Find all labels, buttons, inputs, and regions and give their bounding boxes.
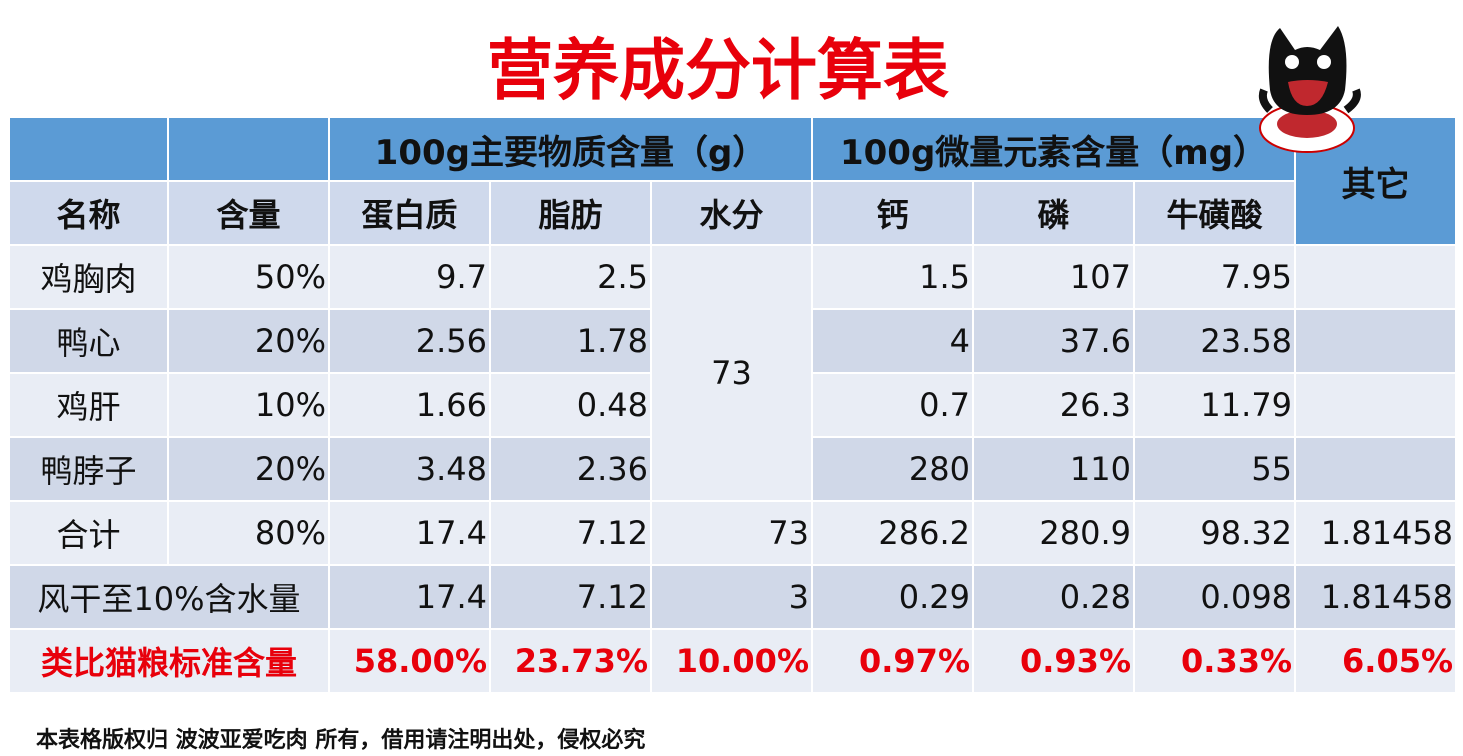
group-header: 100g微量元素含量（mg）	[810, 116, 1297, 182]
row: 风干至10%含水量 17.4 7.12 3 0.29 0.28 0.098 1.81458	[8, 564, 1458, 630]
cell: 55	[1132, 436, 1297, 502]
cell: 280.9	[972, 500, 1135, 566]
cell: 17.4	[328, 500, 491, 566]
cell: 0.48	[489, 372, 652, 438]
cell: 含量	[167, 180, 330, 246]
cell: 牛磺酸	[1132, 180, 1297, 246]
cell: 0.29	[811, 564, 974, 630]
row: 鸡胸肉 50% 9.7 2.5 73 1.5 107 7.95	[8, 244, 1458, 502]
cell: 0.7	[811, 372, 974, 438]
cell	[167, 116, 330, 182]
cell: 2.36	[489, 436, 652, 502]
cell: 50%	[167, 244, 330, 310]
cell: 73	[650, 244, 813, 502]
cell: 2.5	[489, 244, 652, 310]
row: 合计 80% 17.4 7.12 73 286.2 280.9 98.32 1.81458	[8, 500, 1458, 566]
cell	[1294, 308, 1458, 374]
cell: 名称	[8, 180, 169, 246]
cell: 73	[650, 500, 813, 566]
cell: 3.48	[328, 436, 491, 502]
cell: 6.05%	[1294, 628, 1458, 694]
cell: 107	[972, 244, 1135, 310]
cell: 286.2	[811, 500, 974, 566]
cell: 鸭心	[8, 308, 169, 374]
cell: 7.12	[489, 564, 652, 630]
cell: 98.32	[1132, 500, 1297, 566]
cell: 80%	[167, 500, 330, 566]
cell: 鸡胸肉	[8, 244, 169, 310]
cell: 0.33%	[1132, 628, 1297, 694]
row: 鸭心 20% 2.56 1.78 4 37.6 23.58	[8, 308, 1458, 374]
cell: 磷	[972, 180, 1135, 246]
cell: 11.79	[1132, 372, 1297, 438]
cell: 7.12	[489, 500, 652, 566]
cell: 1.81458	[1294, 500, 1458, 566]
cell: 1.78	[489, 308, 652, 374]
cat-icon	[1258, 26, 1361, 153]
cell: 0.93%	[972, 628, 1135, 694]
cell	[1294, 244, 1458, 310]
group-header: 100g主要物质含量（g）	[328, 116, 813, 182]
cell: 10.00%	[650, 628, 813, 694]
nutrition-table: 100g主要物质含量（g） 100g微量元素含量（mg） 其它 名称 含量 蛋白质脂…	[8, 116, 1458, 694]
cell: 280	[811, 436, 974, 502]
cell: 2.56	[328, 308, 491, 374]
cell: 钙	[811, 180, 974, 246]
group-header-row: 100g主要物质含量（g） 100g微量元素含量（mg） 其它	[8, 116, 1458, 246]
cell: 26.3	[972, 372, 1135, 438]
cell: 蛋白质	[328, 180, 491, 246]
footer: 本表格版权归 波波亚爱吃肉 所有，借用请注明出处，侵权必究	[36, 728, 646, 753]
cell: 23.58	[1132, 308, 1297, 374]
row: 类比猫粮标准含量 58.00% 23.73% 10.00% 0.97% 0.93% 0.33…	[8, 628, 1458, 694]
cell	[8, 116, 169, 182]
cell: 20%	[167, 308, 330, 374]
cell: 37.6	[972, 308, 1135, 374]
cell: 20%	[167, 436, 330, 502]
cell: 7.95	[1132, 244, 1297, 310]
cell: 0.97%	[811, 628, 974, 694]
cell: 3	[650, 564, 813, 630]
cell	[1294, 372, 1458, 438]
cell: 9.7	[328, 244, 491, 310]
cell: 58.00%	[328, 628, 491, 694]
cell: 10%	[167, 372, 330, 438]
cell	[1294, 436, 1458, 502]
cell: 110	[972, 436, 1135, 502]
cell: 水分	[650, 180, 813, 246]
cell: 合计	[8, 500, 169, 566]
cell: 鸡肝	[8, 372, 169, 438]
cell: 0.28	[972, 564, 1135, 630]
header-row: 名称 含量 蛋白质 脂肪 水分钙磷牛磺酸	[8, 180, 1456, 246]
cell: 1.5	[811, 244, 974, 310]
cell: 脂肪	[489, 180, 652, 246]
cell: 23.73%	[489, 628, 652, 694]
row: 鸡肝 10% 1.66 0.48 0.7 26.3 11.79	[8, 372, 1458, 438]
cell: 0.098	[1132, 564, 1297, 630]
cell: 鸭脖子	[8, 436, 169, 502]
cell: 4	[811, 308, 974, 374]
cell: 类比猫粮标准含量	[8, 628, 330, 694]
cell: 风干至10%含水量	[8, 564, 330, 630]
title: 营养成分计算表	[487, 32, 949, 109]
cell: 17.4	[328, 564, 491, 630]
cell: 1.81458	[1294, 564, 1458, 630]
cell: 1.66	[328, 372, 491, 438]
row: 鸭脖子 20% 3.48 2.36 280 110 55	[8, 436, 1458, 502]
